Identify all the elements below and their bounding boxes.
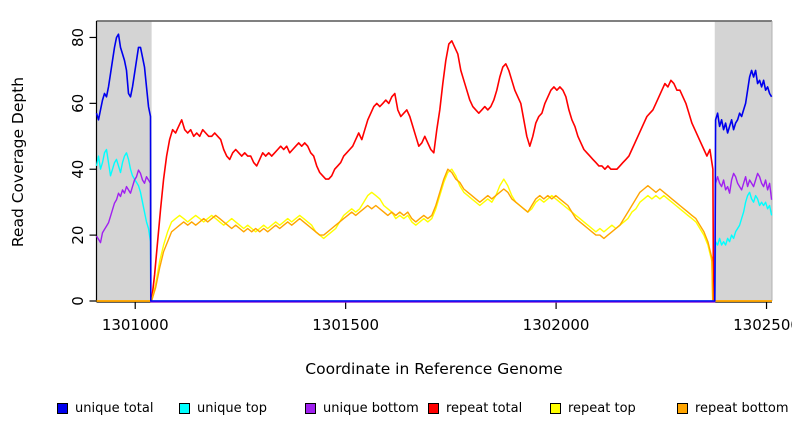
y-tick-label: 40 [69,160,87,179]
y-tick-label: 20 [69,226,87,245]
series-line-unique-top [95,148,773,302]
x-axis-title: Coordinate in Reference Genome [305,360,562,378]
series-line-repeat-total [96,39,772,302]
shaded-regions-layer [96,21,772,302]
y-tick-label: 60 [69,94,87,113]
x-tick-label: 1301500 [312,316,379,334]
y-axis-title: Read Coverage Depth [9,77,27,247]
series-line-unique-bottom [95,169,773,303]
series-line-unique-total [95,33,773,302]
shaded-region [714,21,772,302]
y-tick-label: 0 [69,296,87,306]
y-tick-label: 80 [69,28,87,47]
series-layer [95,33,773,303]
series-line-repeat-bottom [96,168,772,302]
x-tick-label: 1302000 [523,316,590,334]
shaded-region [96,21,152,302]
x-tick-label: 1301000 [102,316,169,334]
series-line-repeat-top [96,168,772,302]
